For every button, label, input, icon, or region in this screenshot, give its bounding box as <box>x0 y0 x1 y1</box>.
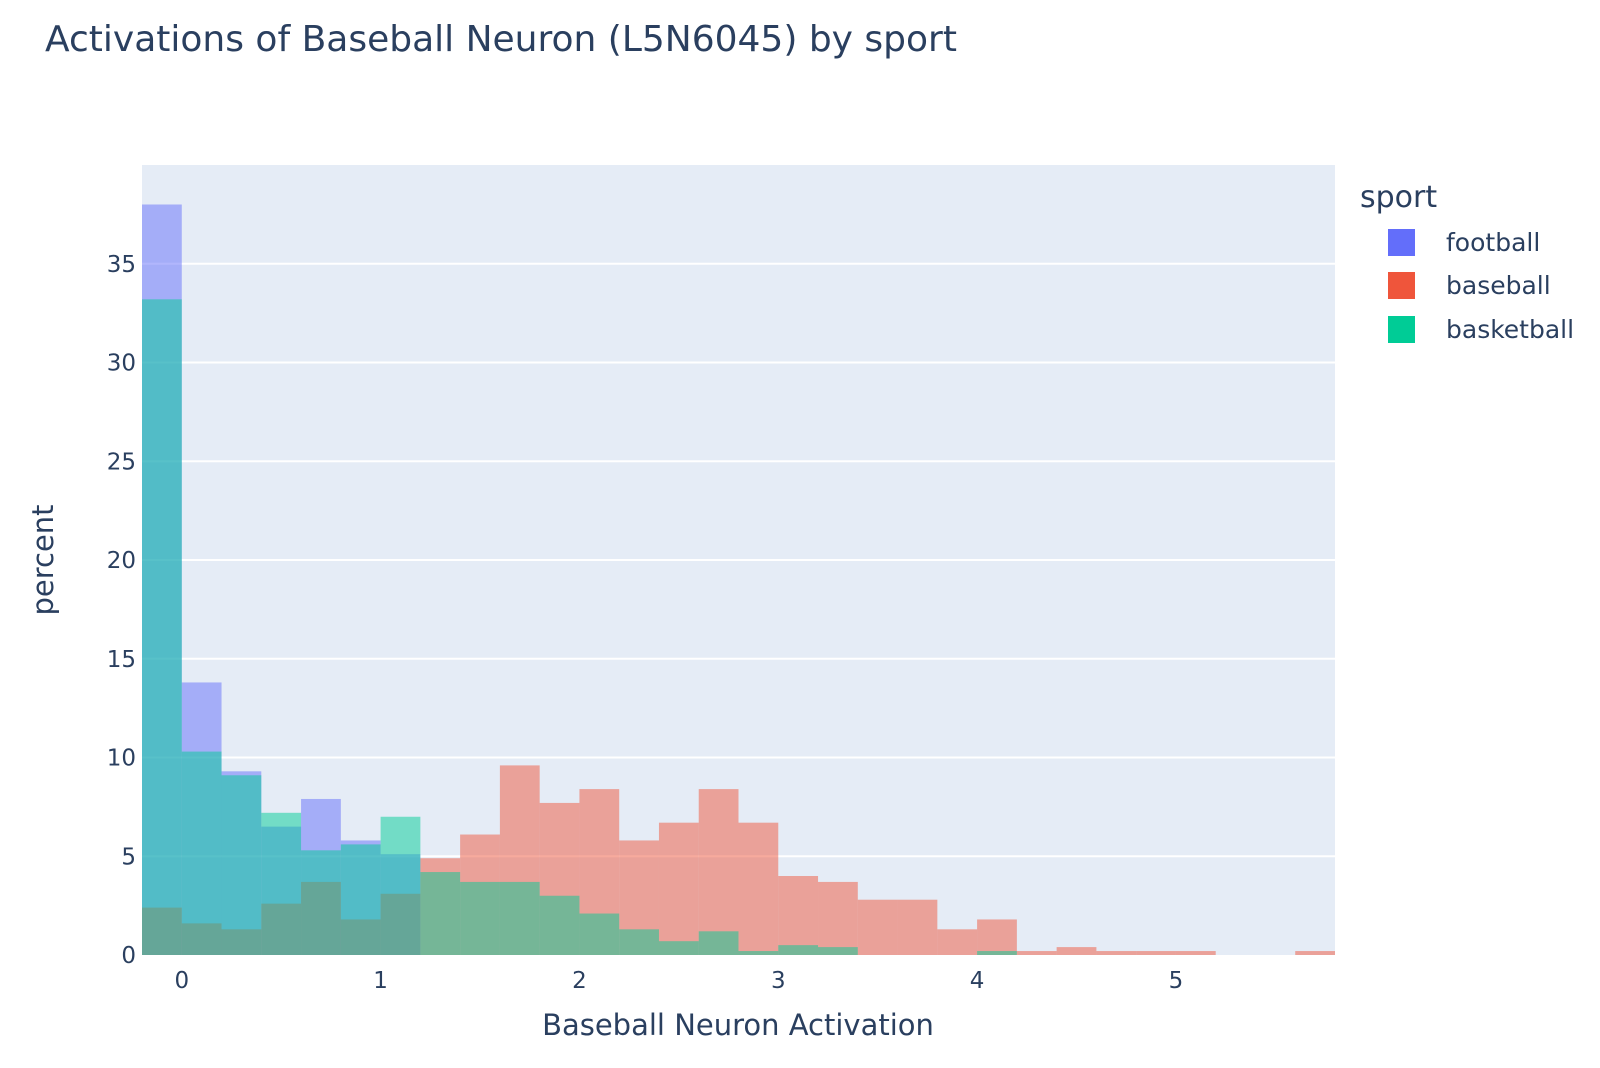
x-tick-labels: 0 1 2 3 4 5 <box>174 968 1183 994</box>
bar-baseball[interactable] <box>857 899 898 955</box>
legend-item-basketball[interactable]: basketball <box>1388 315 1574 344</box>
bar-baseball[interactable] <box>1096 951 1137 955</box>
bar-basketball[interactable] <box>698 931 739 955</box>
y-tick-label: 5 <box>121 844 136 870</box>
bar-basketball[interactable] <box>181 751 222 955</box>
bar-basketball[interactable] <box>778 945 819 955</box>
bar-baseball[interactable] <box>897 899 938 955</box>
bar-basketball[interactable] <box>142 299 182 955</box>
y-tick-label: 15 <box>107 647 136 673</box>
x-tick-label: 4 <box>970 968 985 994</box>
bar-baseball[interactable] <box>937 929 978 955</box>
bar-basketball[interactable] <box>301 850 341 955</box>
bar-basketball[interactable] <box>499 881 540 955</box>
bar-basketball[interactable] <box>738 951 779 955</box>
y-tick-label: 20 <box>107 548 136 574</box>
bar-baseball[interactable] <box>1175 951 1216 955</box>
bar-baseball[interactable] <box>1295 951 1335 955</box>
x-tick-label: 3 <box>771 968 786 994</box>
y-tick-label: 0 <box>121 943 136 969</box>
legend-swatch-baseball <box>1388 272 1415 299</box>
bar-basketball[interactable] <box>340 844 381 955</box>
legend-title: sport <box>1360 180 1437 215</box>
legend-label-basketball: basketball <box>1446 315 1574 344</box>
bar-baseball[interactable] <box>1136 951 1176 955</box>
y-tick-label: 35 <box>107 252 136 278</box>
x-tick-label: 1 <box>373 968 388 994</box>
bar-basketball[interactable] <box>261 812 302 955</box>
bar-basketball[interactable] <box>619 929 659 955</box>
x-axis-title: Baseball Neuron Activation <box>542 1008 934 1042</box>
legend[interactable]: sport football baseball basketball <box>1360 180 1574 344</box>
y-tick-label: 10 <box>107 746 136 772</box>
bar-basketball[interactable] <box>420 872 461 955</box>
bar-basketball[interactable] <box>579 913 620 955</box>
bar-baseball[interactable] <box>1056 947 1097 955</box>
bar-baseball[interactable] <box>977 919 1017 955</box>
legend-item-baseball[interactable]: baseball <box>1388 271 1551 300</box>
bar-basketball[interactable] <box>818 947 858 955</box>
legend-swatch-football <box>1388 229 1415 256</box>
bar-baseball[interactable] <box>818 881 858 955</box>
bar-baseball[interactable] <box>698 789 739 955</box>
series-basketball <box>142 299 1017 955</box>
chart-title: Activations of Baseball Neuron (L5N6045)… <box>45 19 957 60</box>
x-tick-label: 2 <box>572 968 587 994</box>
bar-basketball[interactable] <box>460 881 500 955</box>
x-tick-label: 5 <box>1169 968 1184 994</box>
bar-basketball[interactable] <box>380 816 421 955</box>
bar-baseball[interactable] <box>738 822 779 955</box>
y-tick-labels: 0 5 10 15 20 25 30 35 <box>107 252 136 969</box>
legend-swatch-basketball <box>1388 316 1415 343</box>
legend-label-football: football <box>1446 228 1540 257</box>
legend-item-football[interactable]: football <box>1388 228 1540 257</box>
bar-basketball[interactable] <box>539 895 580 955</box>
y-axis-title: percent <box>26 504 60 615</box>
legend-label-baseball: baseball <box>1446 271 1551 300</box>
y-tick-label: 30 <box>107 351 136 377</box>
bar-baseball[interactable] <box>1016 951 1057 955</box>
bar-baseball[interactable] <box>778 876 819 955</box>
bar-basketball[interactable] <box>977 951 1017 955</box>
bar-basketball[interactable] <box>658 941 699 955</box>
x-tick-label: 0 <box>174 968 189 994</box>
bar-basketball[interactable] <box>221 775 262 955</box>
bars <box>142 204 1335 955</box>
bar-baseball[interactable] <box>658 822 699 955</box>
y-tick-label: 25 <box>107 449 136 475</box>
